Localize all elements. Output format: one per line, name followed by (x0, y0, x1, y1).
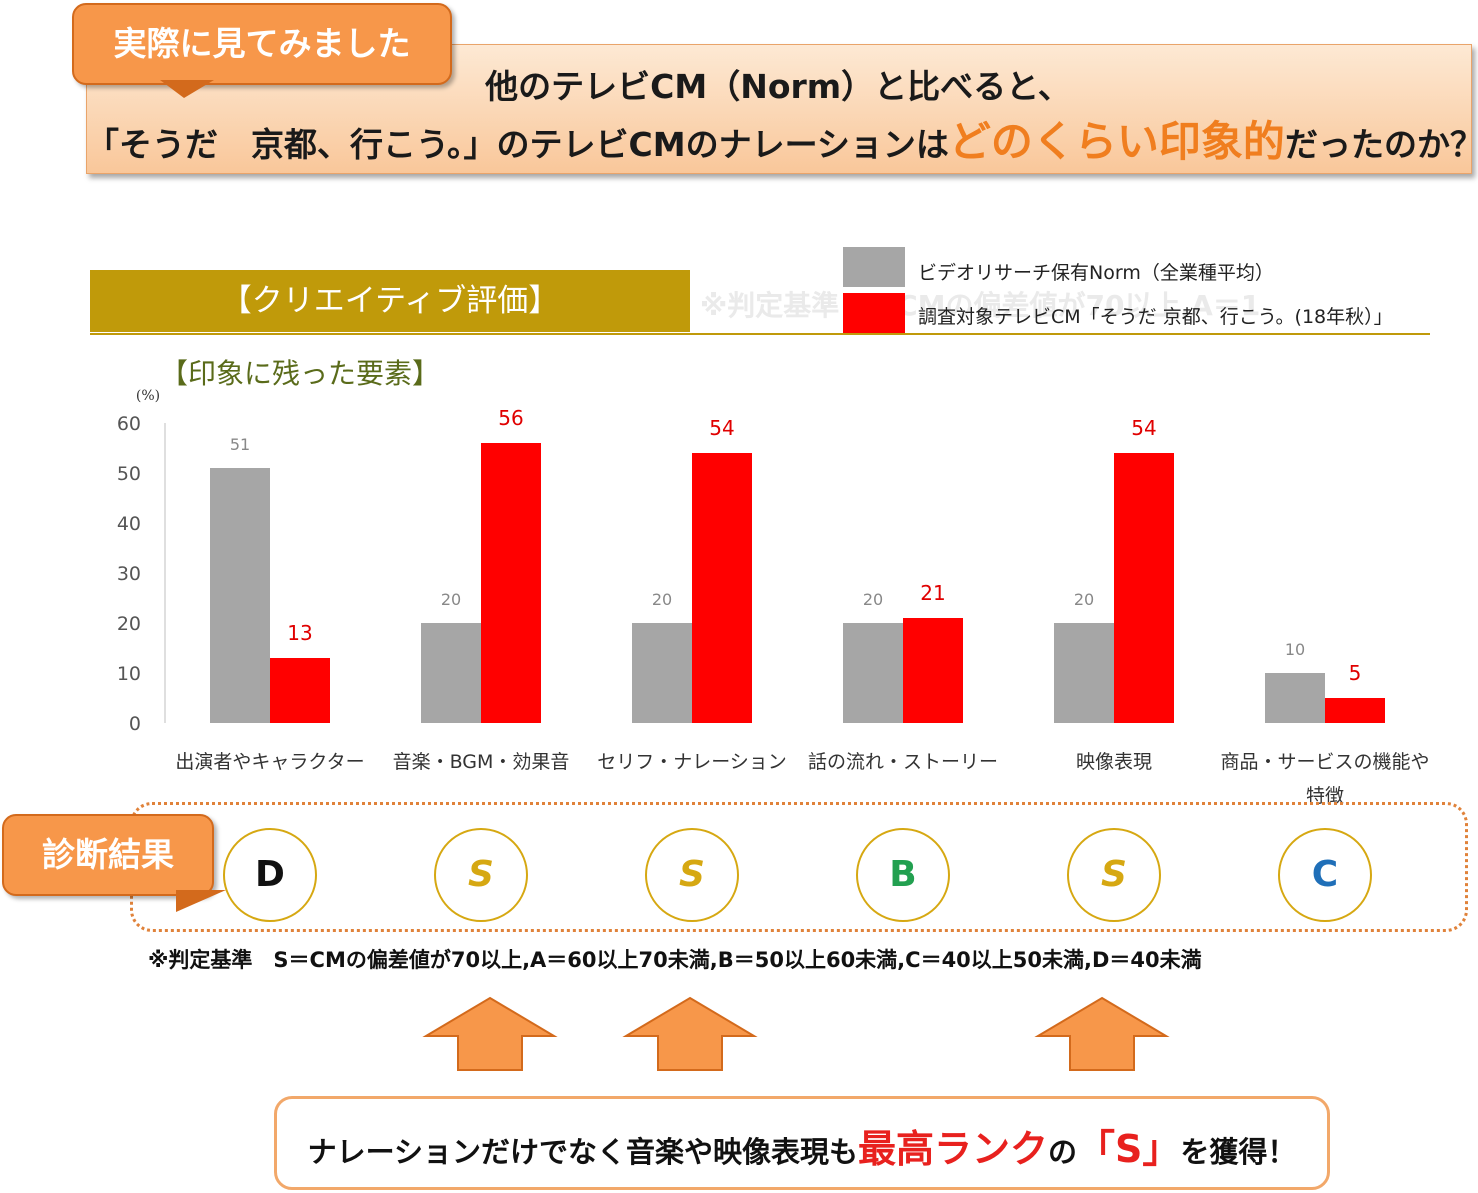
bar-norm (1265, 673, 1325, 723)
chart-subtitle: 【印象に残った要素】 (160, 357, 441, 390)
bar-cm (481, 443, 541, 723)
bar-chart: 0 10 20 30 40 50 60 (%) 51 13 出演者やキャラクター 20 56 音楽・BGM… (117, 388, 1430, 807)
y-tick-label: 30 (117, 563, 141, 585)
data-label-norm: 20 (441, 590, 461, 609)
category-label: 音楽・BGM・効果音 (393, 751, 570, 773)
data-label-cm: 13 (287, 621, 312, 645)
header-title-line2: 「そうだ 京都、行こう。」のテレビCMのナレーションはどのくらい印象的だったのか… (86, 117, 1478, 166)
diagnosis-tag-tail (176, 890, 226, 912)
legend-label-cm: 調査対象テレビCM「そうだ 京都、行こう。(18年秋）」 (918, 306, 1393, 328)
bar-norm (1054, 623, 1114, 723)
up-arrow-icon (422, 996, 558, 1071)
data-label-norm: 51 (230, 435, 250, 454)
up-arrow-icon (622, 996, 758, 1071)
bar-cm (1114, 453, 1174, 723)
data-label-cm: 54 (709, 416, 734, 440)
bar-norm (210, 468, 270, 723)
data-label-cm: 56 (498, 406, 523, 430)
category-label: 話の流れ・ストーリー (808, 751, 998, 773)
legend-label-norm: ビデオリサーチ保有Norm（全業種平均） (918, 262, 1274, 284)
y-tick-label: 20 (117, 613, 141, 635)
bar-norm (632, 623, 692, 723)
section-divider (90, 333, 1430, 335)
grade-badge: D (223, 828, 317, 922)
y-tick-label: 0 (129, 713, 141, 735)
data-label-cm: 5 (1349, 661, 1362, 685)
legend-swatch-cm (843, 293, 905, 333)
bar-norm (421, 623, 481, 723)
bar-cm (692, 453, 752, 723)
grade-badge: S (645, 828, 739, 922)
ghost-criteria-text: ※判定基準 S＝CMの偏差値が70以上,A＝1 (700, 289, 1261, 322)
bar-cm (270, 658, 330, 723)
bar-norm (843, 623, 903, 723)
header-highlight: どのくらい印象的 (948, 117, 1285, 166)
grade-badge: B (856, 828, 950, 922)
y-tick-label: 60 (117, 413, 141, 435)
conclusion-highlight-s: 「S」 (1077, 1127, 1181, 1171)
legend-swatch-norm (843, 247, 905, 287)
category-label: 特徴 (1306, 785, 1344, 807)
grade-badge: S (434, 828, 528, 922)
conclusion-text: ナレーションだけでなく音楽や映像表現も最高ランクの「S」を獲得！ (307, 1127, 1297, 1171)
conclusion-box (274, 1096, 1330, 1190)
diagnosis-box (130, 802, 1468, 932)
header-title-line1: 他のテレビCM（Norm）と比べると、 (485, 67, 1071, 106)
bar-cm (903, 618, 963, 723)
data-label-norm: 20 (1074, 590, 1094, 609)
category-label: セリフ・ナレーション (597, 751, 787, 773)
category-label: 出演者やキャラクター (175, 751, 364, 773)
data-label-norm: 20 (863, 590, 883, 609)
header-tag-tail (160, 80, 214, 98)
category-label: 映像表現 (1076, 751, 1152, 773)
y-axis-unit: (%) (136, 388, 160, 404)
data-label-norm: 20 (652, 590, 672, 609)
data-label-norm: 10 (1285, 640, 1305, 659)
y-tick-label: 50 (117, 463, 141, 485)
data-label-cm: 54 (1131, 416, 1156, 440)
grade-badge: C (1278, 828, 1372, 922)
criteria-text: ※判定基準 S＝CMの偏差値が70以上,A＝60以上70未満,B＝50以上60未… (148, 948, 1202, 972)
conclusion-highlight-rank: 最高ランク (858, 1127, 1049, 1171)
diagnosis-tag: 診断結果 (2, 814, 214, 896)
section-title: 【クリエイティブ評価】 (90, 270, 690, 332)
y-tick-label: 40 (117, 513, 141, 535)
y-tick-label: 10 (117, 663, 141, 685)
grade-badge: S (1067, 828, 1161, 922)
bar-cm (1325, 698, 1385, 723)
category-label: 商品・サービスの機能や (1220, 751, 1429, 773)
up-arrow-icon (1034, 996, 1170, 1071)
header-tag: 実際に見てみました (72, 3, 452, 85)
data-label-cm: 21 (920, 581, 945, 605)
